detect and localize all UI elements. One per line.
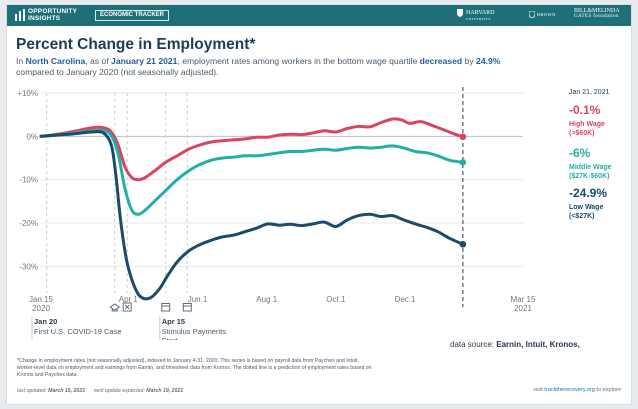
last-updated-date: March 15, 2021 bbox=[48, 388, 86, 394]
x-tick-label: Jun 1 bbox=[188, 295, 208, 304]
series-name-label: Middle Wage bbox=[569, 164, 612, 171]
event-desc-label: Stimulus PaymentsStart bbox=[162, 327, 226, 340]
series-name-label: High Wage bbox=[569, 121, 605, 128]
closure-x-icon bbox=[124, 304, 130, 310]
y-tick-label: 0% bbox=[26, 132, 38, 141]
y-tick-label: -10% bbox=[19, 176, 38, 185]
brand-line-1: OPPORTUNITY bbox=[28, 8, 78, 15]
series-line[interactable] bbox=[39, 128, 465, 216]
next-update-label: next update expected: bbox=[93, 388, 145, 394]
event-desc-line: Stimulus Payments bbox=[162, 327, 226, 336]
subtitle-mid-2: , employment rates among workers in the … bbox=[177, 56, 420, 66]
visit-prefix: visit bbox=[533, 387, 545, 393]
event-desc-label: First U.S. COVID-19 Case bbox=[34, 327, 122, 336]
brown-logo[interactable]: BROWN bbox=[529, 11, 556, 18]
series-value-label: -24.9% bbox=[569, 186, 607, 200]
business-closure-icon[interactable] bbox=[122, 302, 132, 312]
series-line[interactable] bbox=[39, 117, 465, 182]
series-range-label: (<$27K) bbox=[569, 213, 594, 220]
calendar-icon[interactable] bbox=[161, 303, 171, 312]
source-prefix: data source: bbox=[450, 340, 497, 349]
harvard-sub: UNIVERSITY bbox=[466, 17, 491, 21]
y-tick-label: -20% bbox=[19, 219, 38, 228]
shield-icon bbox=[457, 9, 463, 17]
gates-foundation-logo[interactable]: BILL&MELINDA GATES foundation bbox=[574, 8, 620, 20]
tracker-frame: OPPORTUNITY INSIGHTS ECONOMIC TRACKER HA… bbox=[6, 4, 632, 405]
series-line[interactable] bbox=[39, 130, 465, 301]
series-value-label: -0.1% bbox=[569, 103, 601, 117]
footnote: *Change in employment rates (not seasona… bbox=[17, 358, 372, 378]
x-tick-label: Aug 1 bbox=[256, 295, 277, 304]
y-tick-label: -30% bbox=[19, 262, 38, 271]
crest-icon bbox=[529, 11, 535, 18]
event-date-label: Jan 20 bbox=[34, 317, 57, 326]
next-update-date: March 19, 2021 bbox=[146, 388, 184, 394]
x-tick-year-label: 2021 bbox=[514, 304, 532, 313]
page-title: Percent Change in Employment* bbox=[16, 36, 256, 53]
x-tick-year-label: 2020 bbox=[32, 304, 50, 313]
visit-link[interactable]: tracktherecovery.org bbox=[544, 387, 595, 393]
harvard-logo[interactable]: HARVARD UNIVERSITY bbox=[457, 9, 495, 22]
harvard-name: HARVARD bbox=[466, 10, 495, 16]
x-tick-label: Mar 15 bbox=[511, 295, 536, 304]
legend-date-label: Jan 21, 2021 bbox=[569, 89, 610, 96]
x-tick-label: Dec 1 bbox=[395, 295, 416, 304]
series-range-label: (>$60K) bbox=[569, 130, 594, 137]
data-source: data source: Earnin, Intuit, Kronos, bbox=[450, 340, 580, 349]
event-desc-line: Start bbox=[162, 336, 179, 340]
x-tick-label: Jan 15 bbox=[29, 295, 54, 304]
series-end-point[interactable] bbox=[459, 240, 467, 248]
visit-note: visit tracktherecovery.org to explore bbox=[533, 387, 621, 393]
series-name-label: Low Wage bbox=[569, 204, 603, 211]
top-bar: OPPORTUNITY INSIGHTS ECONOMIC TRACKER HA… bbox=[7, 5, 631, 26]
gates-name: BILL&MELINDA bbox=[574, 8, 620, 14]
event-date-label: Apr 15 bbox=[162, 317, 185, 326]
x-tick-label: Apr 1 bbox=[119, 295, 139, 304]
subtitle-prefix: In bbox=[16, 56, 26, 66]
subtitle-date: January 21 2021 bbox=[111, 56, 178, 66]
chart-subtitle: In North Carolina, as of January 21 2021… bbox=[16, 56, 556, 78]
subtitle-mid-1: , as of bbox=[85, 56, 112, 66]
series-range-label: ($27K-$60K) bbox=[569, 173, 609, 180]
state-selector[interactable]: North Carolina bbox=[25, 56, 86, 66]
x-tick-label: Oct 1 bbox=[326, 295, 346, 304]
opportunity-insights-logo-icon bbox=[15, 9, 25, 21]
calendar-icon[interactable] bbox=[182, 303, 192, 312]
gates-sub: GATES foundation bbox=[574, 14, 619, 19]
brand-line-2: INSIGHTS bbox=[28, 15, 61, 22]
subtitle-amount: 24.9% bbox=[476, 56, 501, 66]
series-value-label: -6% bbox=[569, 146, 591, 160]
visit-suffix: to explore bbox=[594, 387, 621, 393]
series-end-point[interactable] bbox=[459, 159, 467, 166]
subtitle-mid-3: by bbox=[462, 56, 477, 66]
subtitle-suffix: compared to January 2020 (not seasonally… bbox=[16, 67, 219, 77]
school-closure-icon[interactable] bbox=[109, 303, 121, 312]
brown-name: BROWN bbox=[537, 12, 556, 17]
y-tick-label: +10% bbox=[17, 89, 38, 98]
economic-tracker-badge[interactable]: ECONOMIC TRACKER bbox=[95, 10, 169, 21]
update-info: last updated: March 15, 2021 next update… bbox=[17, 388, 183, 394]
source-list[interactable]: Earnin, Intuit, Kronos, bbox=[496, 340, 580, 349]
last-updated-label: last updated: bbox=[17, 388, 47, 394]
subtitle-direction: decreased bbox=[419, 56, 463, 66]
series-end-point[interactable] bbox=[459, 133, 467, 141]
